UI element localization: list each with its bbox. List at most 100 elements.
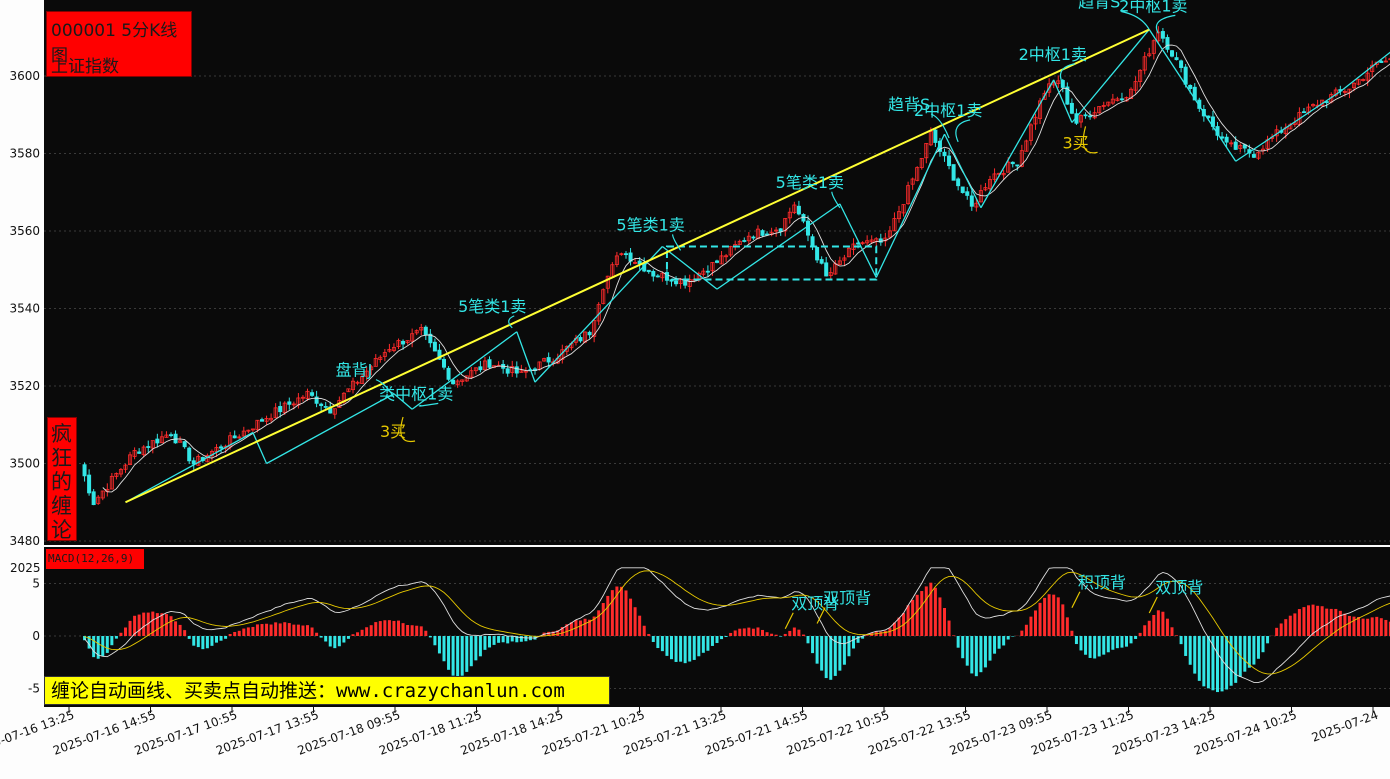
annotation-label: 3买	[380, 422, 406, 441]
annotation-label: 2中枢1卖	[1119, 0, 1187, 15]
candle-body	[92, 492, 95, 505]
macd-tick-label: 0	[32, 629, 40, 643]
candle-body	[797, 206, 800, 214]
candle-body	[647, 270, 650, 271]
candle-body	[547, 358, 550, 363]
side-label-box: 疯 狂 的 缠 论	[47, 417, 77, 541]
candle-body	[1011, 162, 1014, 163]
candle-body	[743, 241, 746, 242]
candle-body	[588, 332, 591, 335]
candle-body	[806, 221, 809, 235]
candle-body	[156, 439, 159, 443]
candle-body	[934, 130, 937, 142]
candle-body	[1184, 67, 1187, 84]
candle-body	[138, 452, 141, 453]
candle-body	[452, 380, 455, 384]
candle-body	[656, 276, 659, 277]
candle-body	[401, 341, 404, 344]
macd-annotation-label: 积顶背	[1078, 573, 1126, 592]
candle-body	[1189, 85, 1192, 88]
macd-annotation-label: 双顶背	[823, 589, 871, 608]
candle-body	[624, 254, 627, 255]
candle-body	[1161, 31, 1164, 38]
candle-body	[260, 420, 263, 422]
price-tick-label: 3540	[9, 302, 40, 316]
candle-body	[88, 475, 91, 493]
annotation-label: 5笔类1卖	[616, 215, 684, 234]
candle-body	[147, 447, 150, 448]
candle-body	[479, 367, 482, 370]
annotation-label: 3买	[1062, 133, 1088, 152]
candle-body	[188, 448, 191, 461]
candle-body	[192, 461, 195, 464]
candle-body	[183, 442, 186, 447]
candle-body	[233, 436, 236, 438]
candle-body	[752, 237, 755, 238]
candle-body	[442, 359, 445, 367]
candle-body	[761, 231, 764, 236]
annotation-label: 2中枢1卖	[914, 101, 982, 120]
macd-tick-label: -5	[28, 682, 40, 696]
candle-body	[1380, 61, 1383, 62]
candle-body	[279, 406, 282, 411]
price-tick-label: 3520	[9, 379, 40, 393]
candle-body	[488, 360, 491, 368]
candle-body	[174, 434, 177, 443]
candle-body	[1225, 137, 1228, 142]
annotation-label: 5笔类1卖	[458, 297, 526, 316]
candle-body	[310, 393, 313, 396]
price-tick-label: 3500	[9, 457, 40, 471]
annotation-label: 5笔类1卖	[776, 173, 844, 192]
candle-body	[966, 192, 969, 196]
candle-body	[424, 327, 427, 335]
macd-cut-label: 2025	[10, 561, 41, 575]
annotation-label: 类中枢1卖	[379, 384, 453, 403]
candle-body	[324, 406, 327, 407]
candle-body	[1120, 99, 1123, 100]
macd-annotation-label: 双顶背	[1155, 578, 1203, 597]
candle-body	[1252, 154, 1255, 157]
candle-body	[947, 156, 950, 166]
candle-body	[579, 337, 582, 340]
candle-body	[825, 263, 828, 276]
candle-body	[433, 342, 436, 351]
candle-body	[715, 261, 718, 263]
annotation-label: 2中枢1卖	[1019, 45, 1087, 64]
candle-body	[970, 196, 973, 206]
candle-body	[820, 260, 823, 264]
candle-body	[943, 152, 946, 156]
title-box: 000001 5分K线图 上证指数	[46, 11, 192, 77]
candle-body	[1070, 103, 1073, 113]
candle-body	[83, 465, 86, 476]
price-tick-label: 3580	[9, 147, 40, 161]
candle-body	[320, 404, 323, 406]
price-tick-label: 3560	[9, 224, 40, 238]
side-label-char: 论	[51, 514, 72, 544]
candle-body	[952, 165, 955, 181]
candle-body	[816, 247, 819, 260]
annotation-label: 盘背J	[336, 361, 373, 380]
candle-body	[515, 367, 518, 373]
candle-body	[1084, 115, 1087, 116]
macd-tick-label: 5	[32, 577, 40, 591]
candle-body	[652, 271, 655, 276]
candle-body	[811, 237, 814, 247]
candle-body	[1302, 112, 1305, 113]
candle-body	[779, 229, 782, 232]
annotation-label: 趋背S	[1078, 0, 1120, 12]
candle-body	[674, 281, 677, 284]
candle-body	[1175, 58, 1178, 60]
candle-body	[957, 179, 960, 186]
candle-body	[1170, 51, 1173, 57]
promo-banner: 缠论自动画线、买卖点自动推送：www.crazychanlun.com	[44, 676, 610, 705]
candle-body	[288, 402, 291, 405]
macd-label: MACD(12,26,9)	[46, 549, 144, 569]
candle-body	[447, 368, 450, 379]
candle-body	[1089, 116, 1092, 117]
candle-body	[219, 447, 222, 448]
candle-body	[506, 369, 509, 373]
price-tick-label: 3600	[9, 69, 40, 83]
candle-body	[961, 187, 964, 193]
